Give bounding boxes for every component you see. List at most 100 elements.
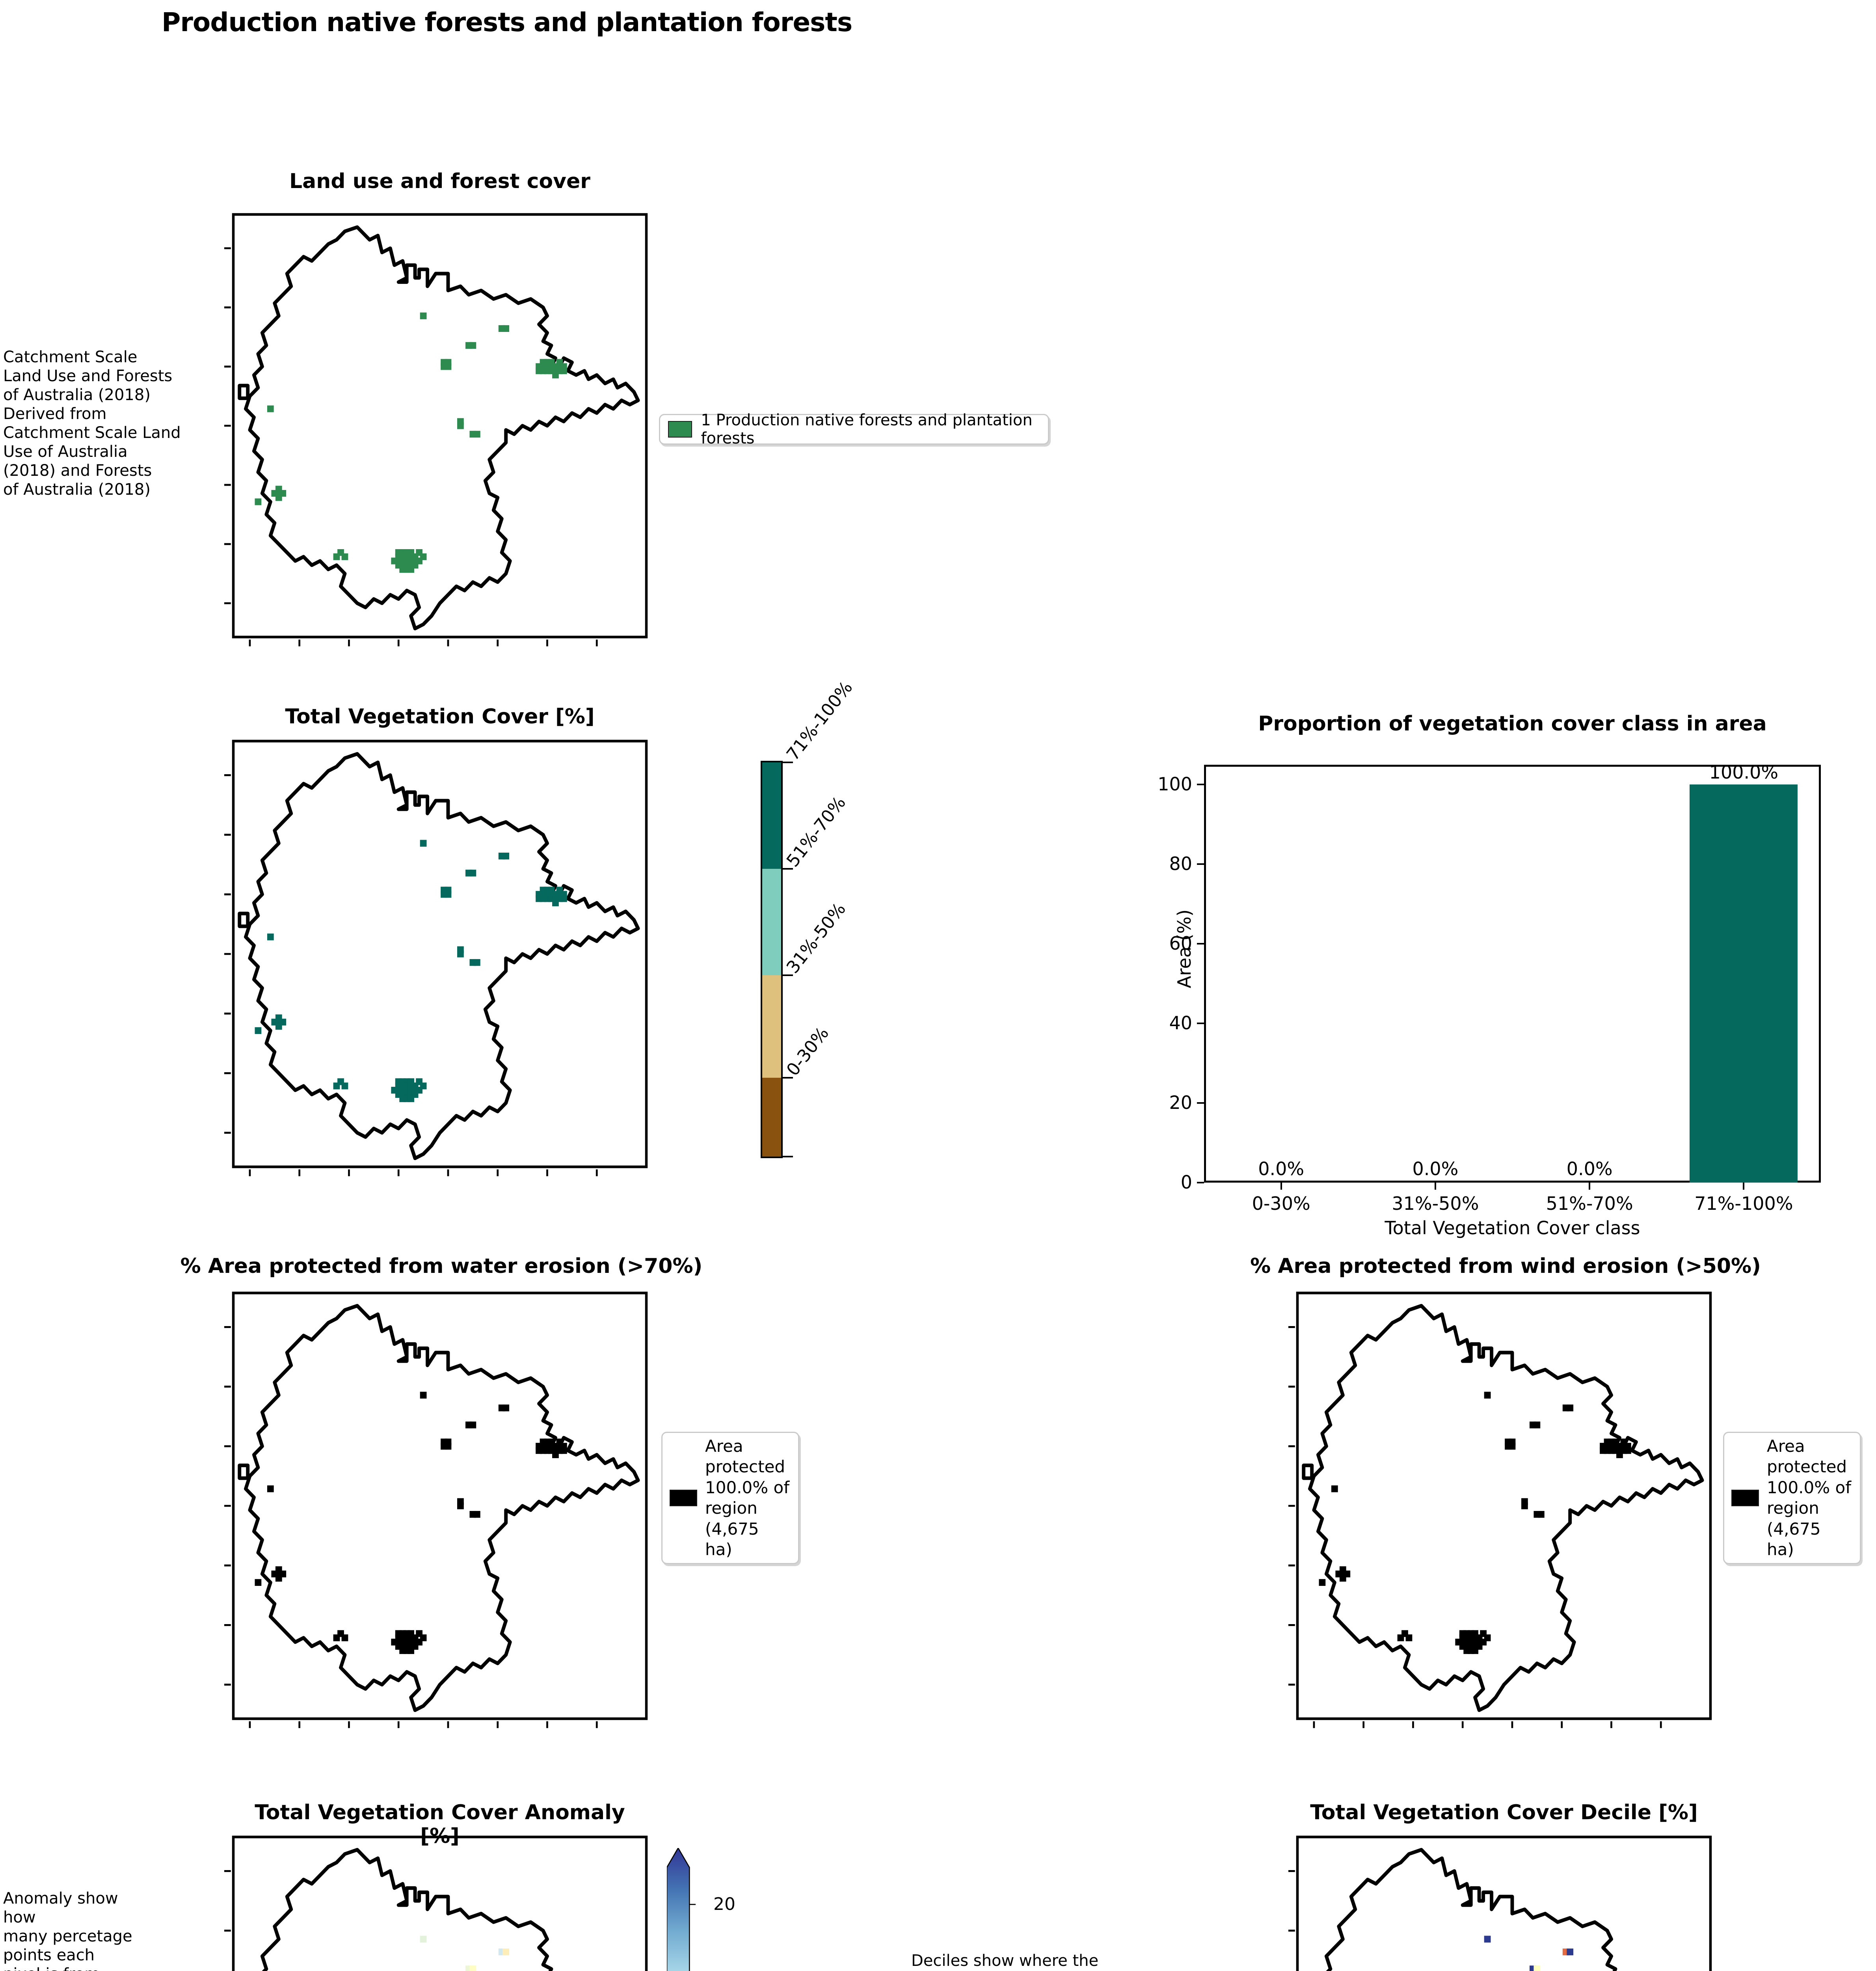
map-pixel (1397, 1634, 1404, 1641)
map-pixel (255, 1027, 262, 1034)
colorbar-tick (783, 868, 793, 870)
map-pixel (420, 312, 427, 319)
colorbar-tick (783, 974, 793, 976)
anomaly-map (233, 1837, 646, 1971)
vegcover-map (233, 741, 646, 1167)
colorbar-tick (783, 762, 793, 763)
map-pixel (275, 1023, 282, 1030)
map-pixel (473, 959, 480, 966)
map-pixel (408, 1095, 415, 1102)
proportion-xlabel: Total Vegetation Cover class (1385, 1217, 1640, 1239)
map-pixel (341, 1634, 348, 1641)
map-pixel (560, 1447, 567, 1454)
map-pixel (341, 1082, 348, 1090)
landuse-legend-swatch (668, 421, 692, 438)
map-pixel (333, 553, 340, 560)
map-pixel (552, 899, 559, 907)
map-pixel (502, 1948, 510, 1956)
wind-erosion-legend-swatch (1731, 1490, 1759, 1506)
bar-chart-xtick-mark (1280, 1183, 1282, 1190)
anomaly-map-pixels (420, 1936, 510, 1971)
map-pixel (1484, 1392, 1491, 1399)
colorbar-class-label: 71%-100% (782, 677, 857, 764)
map-pixel (457, 950, 464, 958)
vegcover-map-pixels (255, 840, 567, 1102)
proportion-ylabel: Area (%) (1174, 909, 1195, 988)
bar-value-label: 0.0% (1412, 1158, 1459, 1179)
bar-chart-ytick-label: 60 (1169, 933, 1192, 954)
anomaly-colorbar-labels: 20100−10−20 (713, 1848, 792, 1971)
anomaly-colorbar (667, 1848, 696, 1971)
map-pixel (1567, 1948, 1574, 1956)
water-erosion-legend: Area protected 100.0% of region (4,675 h… (661, 1432, 799, 1564)
colorbar-class-label: 51%-70% (782, 792, 850, 871)
map-pixel (502, 325, 510, 332)
bar-chart-xtick-mark (1743, 1183, 1745, 1190)
bar-chart-xtick-label: 51%-70% (1546, 1193, 1633, 1214)
page-title: Production native forests and plantation… (162, 7, 852, 37)
map-pixel (255, 498, 262, 505)
map-pixel (333, 1634, 340, 1641)
colorbar-tick (783, 1156, 793, 1157)
bar-chart-ytick-mark (1197, 784, 1204, 786)
bar-chart-ytick-mark (1197, 863, 1204, 865)
water-erosion-map-title: % Area protected from water erosion (>70… (180, 1254, 703, 1278)
map-pixel (420, 1392, 427, 1399)
bar-chart-ytick-label: 40 (1169, 1012, 1192, 1034)
map-pixel (469, 1965, 476, 1971)
map-pixel (1534, 1421, 1541, 1429)
proportion-bar-chart: 0 20 40 60 80 100 0.0% 0-30% 0.0% 31%-50% 0.0% 51%-… (1158, 762, 1821, 1214)
map-pixel (457, 1502, 464, 1509)
map-pixel (341, 553, 348, 560)
map-pixel (536, 895, 542, 902)
wind-erosion-map-pixels (1319, 1392, 1631, 1654)
bar-chart-xtick-label: 31%-50% (1392, 1193, 1479, 1214)
map-pixel (502, 1404, 510, 1412)
landuse-legend: 1 Production native forests and plantati… (659, 411, 1049, 447)
colorbar-segment (762, 762, 781, 869)
bar-71%-100% (1690, 784, 1798, 1183)
landuse-map-pixels (255, 312, 567, 573)
map-pixel (1339, 1574, 1346, 1582)
water-erosion-legend-label: Area protected 100.0% of region (4,675 h… (705, 1436, 789, 1559)
map-pixel (445, 891, 452, 898)
bar-chart-ytick-label: 0 (1180, 1172, 1192, 1193)
bar-chart-ytick-mark (1197, 1023, 1204, 1025)
map-pixel (1625, 1447, 1631, 1454)
map-pixel (1600, 1447, 1606, 1454)
bar-value-label: 100.0% (1709, 762, 1779, 783)
map-pixel (1484, 1936, 1491, 1943)
colorbar-segment (762, 1078, 781, 1157)
wind-erosion-legend: Area protected 100.0% of region (4,675 h… (1723, 1432, 1861, 1564)
map-pixel (560, 895, 567, 902)
wind-erosion-map (1297, 1293, 1710, 1719)
colorbar-segment (762, 975, 781, 1078)
bar-chart-ytick-mark (1197, 943, 1204, 945)
landuse-side-note: Catchment Scale Land Use and Forests of … (3, 348, 181, 499)
wind-erosion-legend-label: Area protected 100.0% of region (4,675 h… (1767, 1436, 1851, 1559)
map-pixel (469, 870, 476, 877)
map-pixel (469, 342, 476, 349)
landuse-map-title: Land use and forest cover (289, 170, 590, 193)
map-pixel (469, 1421, 476, 1429)
map-pixel (267, 1485, 274, 1492)
map-pixel (420, 1936, 427, 1943)
bar-chart-xtick-label: 0-30% (1252, 1193, 1310, 1214)
map-pixel (1472, 1647, 1479, 1654)
bar-chart-ytick-label: 80 (1169, 853, 1192, 875)
map-pixel (1405, 1634, 1413, 1641)
map-pixel (1521, 1502, 1528, 1509)
map-pixel (445, 1443, 452, 1450)
map-pixel (267, 933, 274, 941)
bar-value-label: 0.0% (1566, 1158, 1613, 1179)
vegcover-colorbar: 71%-100% 51%-70% 31%-50% 0-30% (761, 678, 856, 1158)
map-pixel (560, 367, 567, 374)
water-erosion-map (233, 1293, 646, 1719)
map-pixel (1534, 1965, 1541, 1971)
vegcover-map-title: Total Vegetation Cover [%] (285, 705, 595, 728)
landuse-legend-label: 1 Production native forests and plantati… (701, 411, 1033, 447)
map-pixel (408, 1647, 415, 1654)
colorbar-class-label: 0-30% (782, 1023, 833, 1080)
map-pixel (457, 422, 464, 429)
map-pixel (1509, 1443, 1516, 1450)
